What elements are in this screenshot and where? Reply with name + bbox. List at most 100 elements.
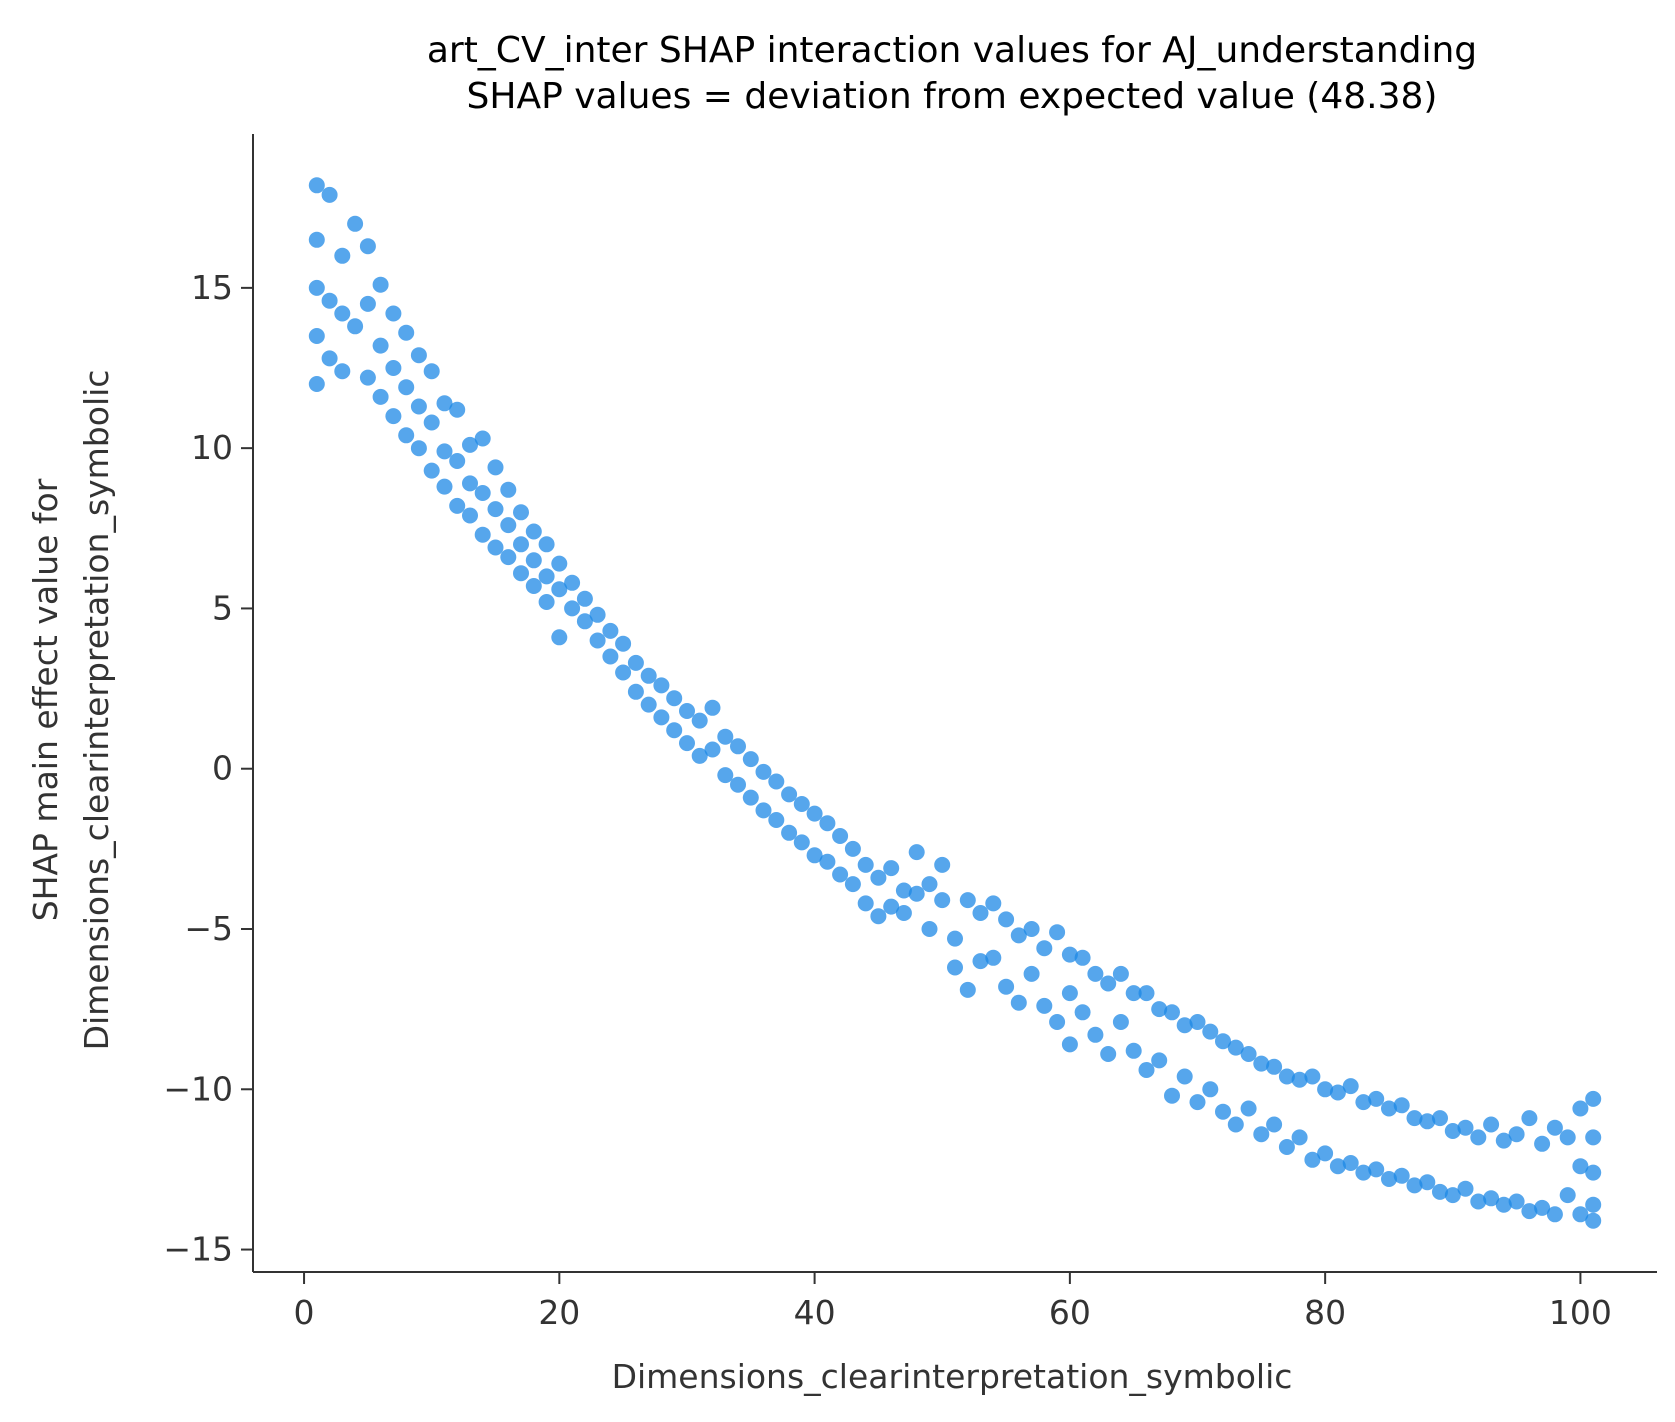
data-point [398, 324, 415, 341]
data-point [564, 600, 581, 617]
data-point [449, 401, 466, 418]
data-point [691, 712, 708, 729]
data-point [1329, 1084, 1346, 1101]
data-point [666, 722, 683, 739]
data-point [359, 238, 376, 255]
data-point [704, 741, 721, 758]
data-point [500, 517, 517, 534]
data-point [1036, 940, 1053, 957]
data-point [934, 856, 951, 873]
data-point [959, 892, 976, 909]
data-point [551, 555, 568, 572]
data-point [436, 443, 453, 460]
data-point [755, 763, 772, 780]
data-point [1585, 1196, 1602, 1213]
data-point [334, 363, 351, 380]
data-point [1406, 1177, 1423, 1194]
data-point [1342, 1078, 1359, 1095]
data-point [1457, 1119, 1474, 1136]
data-point [1291, 1129, 1308, 1146]
data-point [347, 215, 364, 232]
data-point [474, 485, 491, 501]
data-point [1023, 921, 1040, 937]
data-point [525, 578, 542, 594]
data-point [627, 654, 644, 671]
data-point [423, 414, 440, 431]
data-point [398, 427, 415, 444]
data-point [781, 786, 798, 803]
y-tick-label: 15 [191, 268, 233, 307]
data-point [781, 824, 798, 841]
data-point [487, 501, 504, 518]
data-point [1381, 1171, 1397, 1187]
data-point [768, 812, 785, 828]
data-point [1342, 1155, 1359, 1171]
data-point [372, 337, 389, 354]
data-point [640, 667, 657, 684]
data-point [985, 895, 1002, 912]
data-point [1151, 1001, 1168, 1018]
data-point [423, 462, 440, 479]
data-point [462, 507, 478, 524]
data-point [1087, 965, 1104, 982]
data-point [347, 318, 364, 335]
data-point [462, 475, 478, 492]
data-point [1215, 1103, 1231, 1120]
data-point [717, 728, 734, 745]
data-point [921, 876, 938, 893]
data-point [1572, 1158, 1589, 1175]
data-point [793, 834, 810, 851]
data-point [1036, 997, 1053, 1014]
data-point [538, 594, 555, 610]
data-point [1470, 1129, 1487, 1146]
data-point [666, 690, 683, 707]
data-point [1495, 1132, 1512, 1149]
data-point [908, 885, 925, 902]
data-point [1534, 1199, 1551, 1216]
data-point [1317, 1081, 1334, 1098]
data-point [1559, 1187, 1576, 1204]
data-point [895, 905, 912, 921]
data-point [410, 440, 427, 457]
data-point [1432, 1110, 1448, 1127]
data-point [385, 408, 402, 425]
data-point [1087, 1026, 1104, 1043]
data-point [1368, 1161, 1385, 1178]
data-point [462, 436, 478, 453]
data-point [1189, 1094, 1206, 1111]
data-point [308, 231, 325, 248]
data-point [717, 767, 734, 784]
data-point [359, 295, 376, 312]
data-point [410, 347, 427, 364]
data-point [691, 747, 708, 764]
data-point [844, 876, 861, 893]
data-point [615, 635, 632, 652]
data-point [1227, 1039, 1244, 1056]
data-point [959, 981, 976, 998]
data-point [1215, 1033, 1231, 1050]
data-point [844, 840, 861, 857]
data-point [870, 869, 887, 886]
data-point [308, 376, 325, 392]
data-point [806, 847, 823, 864]
data-point [1585, 1164, 1602, 1181]
data-point [1585, 1129, 1602, 1146]
data-point [832, 866, 849, 883]
data-point [1253, 1055, 1270, 1072]
data-point [1355, 1164, 1372, 1181]
x-tick-label: 60 [1049, 1293, 1091, 1332]
data-point [372, 276, 389, 293]
data-point [653, 709, 670, 726]
data-point [1304, 1151, 1321, 1168]
data-point [1470, 1193, 1487, 1210]
chart-subtitle: SHAP values = deviation from expected va… [467, 76, 1438, 117]
data-point [1483, 1116, 1500, 1133]
data-point [551, 581, 568, 598]
data-point [1240, 1100, 1257, 1117]
data-point [1432, 1183, 1448, 1200]
data-point [653, 677, 670, 694]
data-point [947, 930, 963, 947]
data-point [308, 177, 325, 194]
data-point [538, 568, 555, 585]
data-point [1521, 1203, 1538, 1220]
